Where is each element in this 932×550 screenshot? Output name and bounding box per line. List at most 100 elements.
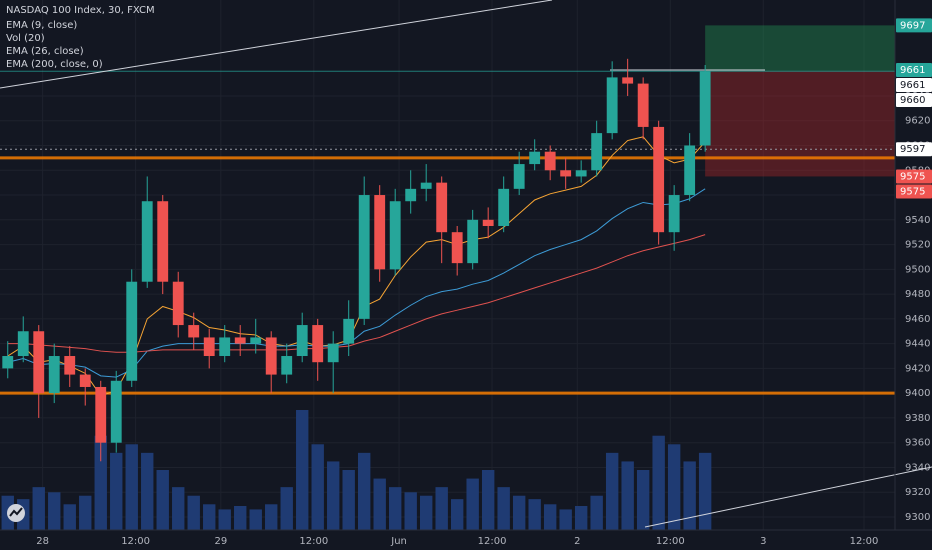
candle-body [2,356,14,369]
candle-body [33,331,45,394]
volume-bar [497,487,510,530]
price-label: 9697 [900,20,925,31]
chart-title: NASDAQ 100 Index, 30, FXCM [6,5,155,16]
volume-bar [280,487,293,530]
legend-entry: Vol (20) [6,33,45,44]
loss-zone [705,71,895,177]
candle-body [48,356,60,394]
x-tick-label: 29 [214,536,227,547]
price-label-box [896,142,932,157]
candle-body [250,337,262,344]
volume-bar [388,487,402,530]
volume-bar [450,499,464,530]
y-tick-label: 9540 [905,215,930,226]
ema-line [7,234,706,353]
volume-bar [156,470,169,530]
volume-bar [203,504,216,530]
volume-bar [94,435,107,530]
volume-bar [559,509,572,530]
volume-bar [358,452,371,530]
candle-body [64,356,76,375]
candle-body [141,201,153,282]
candle-body [296,325,308,357]
candle-body [281,356,293,375]
candle-body [668,195,680,233]
price-label-box [896,18,932,33]
candle-body [451,232,463,264]
price-label: 9661 [900,65,925,76]
candle-body [343,318,355,344]
x-tick-label: 12:00 [121,536,150,547]
volume-bar [63,504,76,530]
y-tick-label: 9400 [905,388,930,399]
volume-bar [218,509,231,530]
candle-body [389,201,401,270]
volume-bar [234,506,247,530]
legend-entry: EMA (9, close) [6,20,77,31]
x-tick-label: Jun [390,536,407,547]
candle-body [436,182,448,233]
y-tick-label: 9480 [905,289,930,300]
volume-bar [249,509,262,530]
logo-mark [9,507,23,517]
ema-line [7,136,706,397]
candle-body [467,219,479,264]
volume-bar [466,478,479,530]
y-tick-label: 9320 [905,487,930,498]
candle-body [575,170,587,177]
price-label-box [896,169,932,184]
volume-bar [667,444,681,530]
profit-zone [705,25,895,72]
candle-body [498,188,510,226]
volume-bar [605,452,619,530]
volume-bar [172,487,185,530]
x-tick-label: 12:00 [850,536,879,547]
y-tick-label: 9460 [905,314,930,325]
y-tick-label: 9300 [905,512,930,523]
candle-body [606,77,618,134]
candle-body [420,182,432,189]
volume-bar [265,504,278,530]
volume-bar [327,461,340,530]
candle-body [513,164,525,189]
volume-bar [435,487,448,530]
x-tick-label: 12:00 [299,536,328,547]
candle-body [95,386,107,443]
volume-bar [528,499,541,530]
volume-bar [125,444,138,530]
volume-bar [419,495,433,530]
y-tick-label: 9520 [905,240,930,251]
candle-body [17,331,29,357]
volume-bar [311,444,324,530]
volume-bar [404,492,417,530]
trend-line [644,466,932,528]
candle-body [544,151,556,171]
volume-bar [683,461,696,530]
candle-body [219,337,231,357]
candle-body [79,374,91,387]
x-tick-label: 28 [36,536,49,547]
candle-body [327,343,339,363]
price-label-box [896,184,932,199]
trend-line [0,0,553,89]
candle-body [110,380,122,443]
candle-body [622,77,634,84]
volume-bar [48,492,61,530]
candle-body [234,337,246,344]
candle-body [482,219,494,226]
candle-body [560,170,572,177]
candle-body [188,325,200,338]
y-tick-label: 9500 [905,264,930,275]
y-tick-label: 9620 [905,116,930,127]
volume-bar [621,461,634,530]
volume-bar [652,435,665,530]
volume-bar [110,452,123,530]
legend-entry: EMA (200, close, 0) [6,59,103,70]
candle-body [684,145,696,196]
volume-bar [636,470,650,530]
volume-bar [543,504,557,530]
candle-body [312,325,324,363]
candle-body [126,281,138,381]
